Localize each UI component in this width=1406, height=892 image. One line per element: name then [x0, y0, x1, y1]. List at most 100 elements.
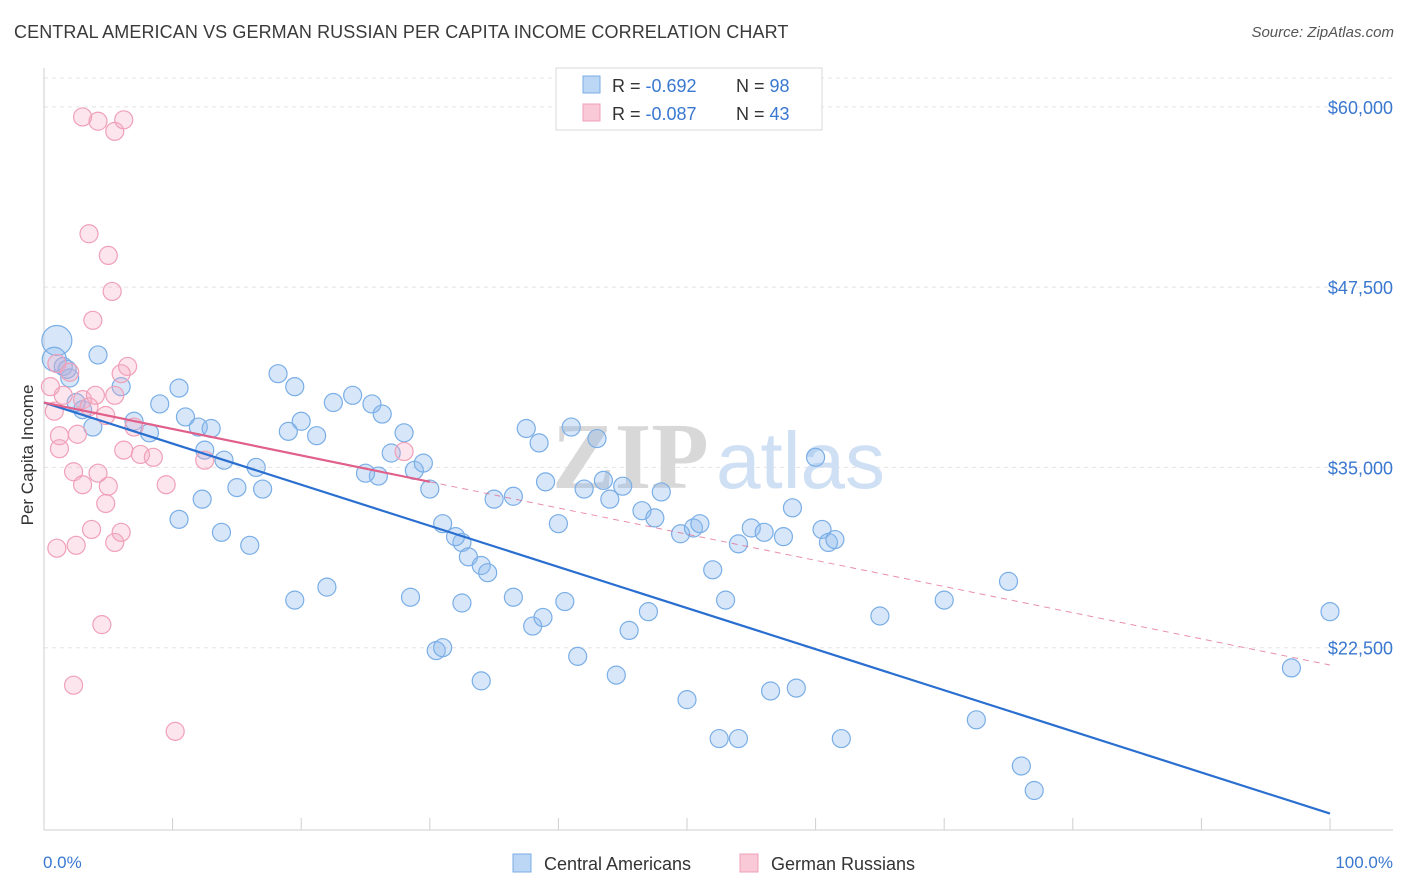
- stats-n-label: N =: [736, 76, 770, 96]
- point-german-russian: [63, 462, 84, 482]
- point-central-american: [503, 486, 523, 506]
- point-central-american: [1281, 658, 1302, 678]
- point-central-american: [285, 377, 305, 397]
- point-central-american: [343, 385, 363, 405]
- point-central-american: [773, 527, 794, 547]
- stats-legend: R = -0.692 N = 98 R = -0.087 N = 43: [555, 67, 823, 131]
- x-tick-label-min: 0.0%: [43, 853, 82, 872]
- source-label: Source: ZipAtlas.com: [1251, 24, 1394, 41]
- point-central-american: [175, 407, 196, 427]
- point-german-russian: [394, 441, 414, 462]
- point-central-american: [400, 587, 421, 607]
- point-central-american: [278, 421, 298, 441]
- legend-label-central-americans: Central Americans: [544, 854, 691, 874]
- point-german-russian: [67, 424, 88, 444]
- point-german-russian: [165, 721, 185, 741]
- legend-swatch-german-russians: [739, 853, 759, 873]
- point-central-american: [741, 518, 761, 538]
- point-german-russian: [88, 111, 108, 131]
- point-central-american: [317, 577, 337, 597]
- point-central-american: [998, 571, 1019, 591]
- point-german-russian: [98, 245, 118, 266]
- point-central-american: [503, 587, 523, 607]
- stats-r-label: R =: [612, 104, 646, 124]
- point-german-russian: [72, 390, 93, 410]
- y-tick-label: $35,000: [1328, 458, 1393, 478]
- point-german-russian: [72, 475, 93, 495]
- axes: [43, 68, 1393, 831]
- point-german-russian: [98, 476, 118, 496]
- chart-title: CENTRAL AMERICAN VS GERMAN RUSSIAN PER C…: [14, 22, 789, 42]
- point-central-american: [471, 671, 491, 691]
- point-german-russian: [72, 107, 93, 127]
- point-central-american: [966, 710, 986, 730]
- point-central-american: [1011, 756, 1031, 776]
- point-german-russian: [83, 310, 103, 330]
- point-german-russian: [81, 519, 102, 540]
- point-central-american: [372, 404, 392, 424]
- points-layer: [40, 107, 1340, 801]
- stats-r-value: -0.692: [646, 76, 697, 96]
- point-german-russian: [156, 475, 176, 495]
- stats-r-value: -0.087: [646, 104, 697, 124]
- point-central-american: [600, 489, 620, 509]
- point-german-russian: [63, 675, 84, 695]
- point-central-american: [548, 514, 569, 534]
- point-german-russian: [92, 615, 112, 635]
- point-central-american: [728, 534, 749, 554]
- point-central-american: [1320, 602, 1340, 622]
- point-central-american: [420, 479, 440, 499]
- point-central-american: [677, 690, 697, 710]
- point-central-american: [253, 479, 273, 499]
- point-central-american: [715, 590, 736, 610]
- point-central-american: [88, 345, 108, 365]
- point-central-american: [535, 472, 556, 492]
- y-tick-labels: $22,500 $35,000 $47,500 $60,000: [1328, 98, 1393, 659]
- point-central-american: [57, 359, 77, 379]
- point-german-russian: [114, 440, 134, 460]
- point-central-american: [825, 529, 845, 550]
- point-german-russian: [79, 224, 99, 244]
- point-central-american: [638, 602, 659, 622]
- point-central-american: [831, 728, 851, 749]
- point-central-american: [690, 514, 710, 534]
- point-german-russian: [143, 447, 163, 467]
- point-german-russian: [117, 356, 138, 377]
- trend-line-german-russians: [43, 401, 431, 483]
- stats-r-label: R =: [612, 76, 646, 96]
- point-central-american: [471, 555, 491, 576]
- svg-text:atlas: atlas: [716, 416, 885, 505]
- point-central-american: [593, 470, 614, 491]
- point-german-russian: [60, 362, 80, 382]
- point-central-american: [529, 433, 549, 453]
- point-central-american: [516, 418, 536, 439]
- point-central-american: [606, 665, 626, 685]
- point-central-american: [786, 678, 806, 698]
- point-central-american: [150, 394, 170, 414]
- trend-line-german-russians-extension: [429, 481, 1331, 666]
- point-central-american: [613, 476, 633, 496]
- point-central-american: [870, 606, 890, 626]
- point-central-american: [433, 638, 453, 658]
- point-german-russian: [49, 439, 70, 459]
- point-central-american: [709, 728, 729, 749]
- point-central-american: [555, 591, 575, 612]
- point-german-russian: [96, 493, 116, 514]
- point-central-american: [240, 535, 260, 555]
- point-german-russian: [66, 535, 86, 555]
- point-central-american: [760, 681, 781, 701]
- legend-swatch-central-americans: [512, 853, 532, 873]
- point-central-american: [268, 364, 288, 384]
- stats-n-value: 43: [770, 104, 790, 124]
- point-central-american: [703, 560, 723, 580]
- trend-line-central-americans: [43, 401, 1331, 815]
- point-german-russian: [111, 522, 131, 542]
- point-central-american: [805, 447, 826, 467]
- point-german-russian: [105, 532, 125, 553]
- point-central-american: [574, 479, 594, 499]
- legend-label-german-russians: German Russians: [771, 854, 915, 874]
- point-central-american: [754, 522, 774, 542]
- point-german-russian: [47, 538, 67, 558]
- series-legend: Central Americans German Russians: [512, 853, 915, 874]
